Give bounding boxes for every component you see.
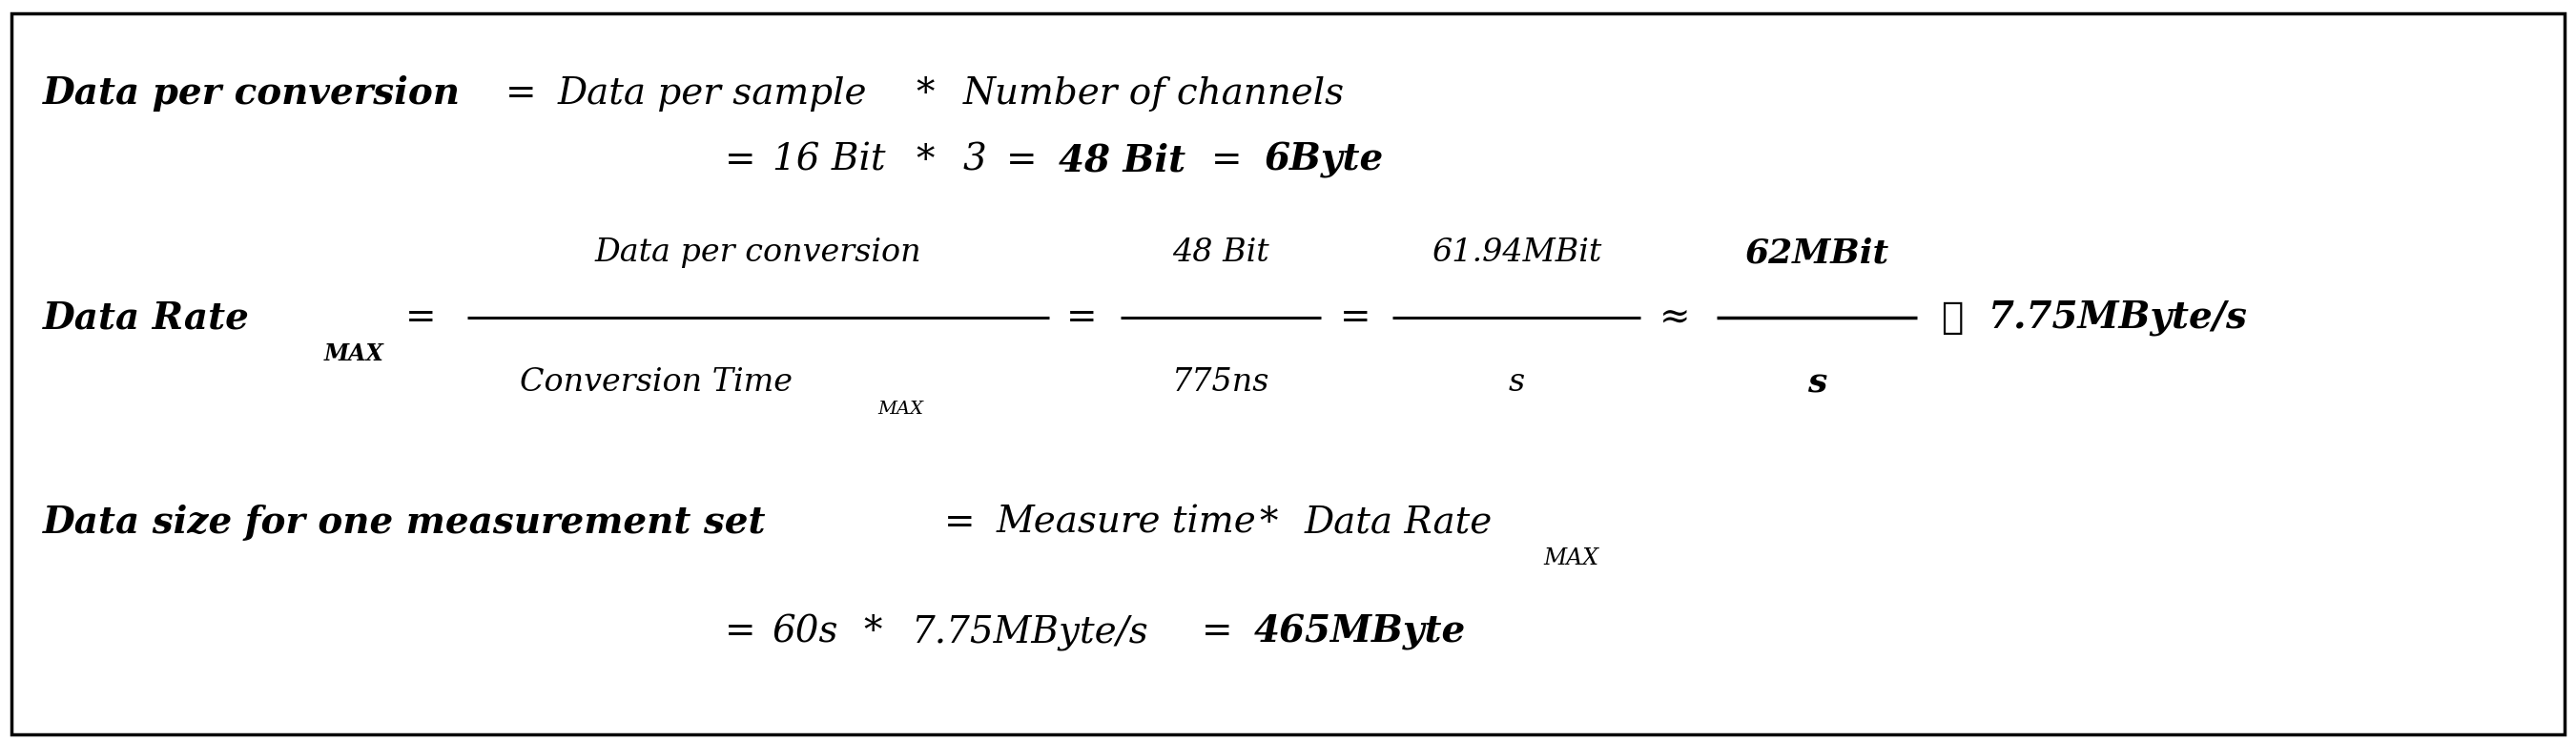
Text: Data Rate: Data Rate: [1303, 505, 1494, 540]
Text: *: *: [914, 142, 935, 178]
Text: *: *: [863, 614, 881, 650]
Text: s: s: [1808, 367, 1826, 398]
Text: Data Rate: Data Rate: [44, 300, 250, 335]
Text: Conversion Time: Conversion Time: [520, 367, 793, 398]
Text: MAX: MAX: [1543, 548, 1600, 570]
Text: =: =: [505, 76, 536, 111]
Text: =: =: [1200, 614, 1234, 650]
Text: *: *: [914, 76, 935, 111]
Text: MAX: MAX: [325, 342, 384, 365]
Text: =: =: [1066, 300, 1097, 335]
Text: Data per sample: Data per sample: [559, 76, 868, 111]
Text: 775ns: 775ns: [1172, 367, 1270, 398]
Text: =: =: [1007, 142, 1038, 178]
Text: Number of channels: Number of channels: [963, 76, 1345, 111]
Text: 7.75MByte/s: 7.75MByte/s: [1989, 300, 2249, 335]
Text: *: *: [1260, 505, 1278, 540]
Text: ≈: ≈: [1659, 300, 1690, 335]
Text: =: =: [1211, 142, 1242, 178]
Text: s: s: [1510, 367, 1525, 398]
Text: 62MBit: 62MBit: [1744, 237, 1888, 269]
Text: 16 Bit: 16 Bit: [773, 142, 886, 178]
Text: ≅: ≅: [1940, 300, 1963, 335]
Text: =: =: [945, 505, 976, 540]
Text: 60s: 60s: [773, 614, 840, 650]
Text: =: =: [724, 614, 755, 650]
Text: =: =: [1340, 300, 1370, 335]
Text: 3: 3: [963, 142, 987, 178]
Text: 48 Bit: 48 Bit: [1172, 237, 1270, 268]
Text: 465MByte: 465MByte: [1255, 614, 1466, 651]
Text: MAX: MAX: [878, 401, 922, 418]
Text: 48 Bit: 48 Bit: [1059, 142, 1185, 178]
Text: 7.75MByte/s: 7.75MByte/s: [912, 614, 1149, 650]
Text: =: =: [724, 142, 755, 178]
Text: 6Byte: 6Byte: [1265, 142, 1383, 178]
Text: Measure time: Measure time: [997, 505, 1257, 540]
Text: =: =: [404, 300, 435, 335]
Text: Data size for one measurement set: Data size for one measurement set: [44, 505, 765, 541]
Text: Data per conversion: Data per conversion: [44, 76, 461, 111]
Text: 61.94MBit: 61.94MBit: [1432, 237, 1602, 268]
Text: Data per conversion: Data per conversion: [595, 237, 922, 268]
